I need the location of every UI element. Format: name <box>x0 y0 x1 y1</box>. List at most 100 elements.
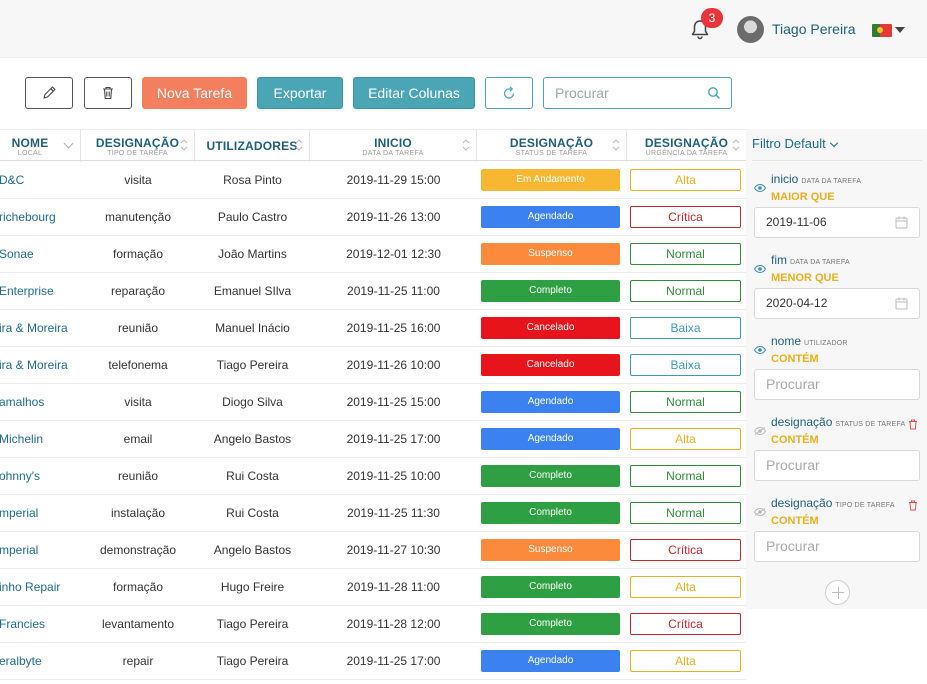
filter-search-input[interactable]: Procurar <box>754 450 920 481</box>
eye-icon[interactable] <box>754 346 766 354</box>
table-row[interactable]: Enterprise reparação Emanuel SIlva 2019-11-… <box>0 273 746 310</box>
cell-type: reunião <box>117 321 159 335</box>
search-icon[interactable] <box>707 86 721 100</box>
cell-user: Tiago Pereira <box>216 617 289 631</box>
cell-name[interactable]: Sonae <box>0 247 34 261</box>
urgency-badge: Alta <box>630 169 741 191</box>
filter-field-name: fim DATA DA TAREFA <box>771 253 850 267</box>
filter-preset-dropdown[interactable]: Filtro Default <box>752 136 838 151</box>
table-row[interactable]: Sonae formação João Martins 2019-12-01 12:3… <box>0 236 746 273</box>
eye-off-icon[interactable] <box>754 427 766 435</box>
refresh-button[interactable] <box>485 77 533 109</box>
cell-start: 2019-11-25 17:00 <box>346 432 441 446</box>
table-row[interactable]: eralbyte repair Tiago Pereira 2019-11-25 17… <box>0 643 746 680</box>
table-row[interactable]: Francies levantamento Tiago Pereira 2019-11… <box>0 606 746 643</box>
cell-name[interactable]: Enterprise <box>0 284 54 298</box>
cell-name[interactable]: mperial <box>0 506 39 520</box>
filter-operator[interactable]: MENOR QUE <box>771 272 839 284</box>
table-row[interactable]: mperial instalação Rui Costa 2019-11-25 11:… <box>0 495 746 532</box>
table-row[interactable]: richebourg manutenção Paulo Castro 2019-11-… <box>0 199 746 236</box>
cell-type: instalação <box>110 506 166 520</box>
cell-start: 2019-11-25 11:30 <box>347 506 440 520</box>
eye-icon[interactable] <box>754 184 766 192</box>
table-row[interactable]: ira & Moreira reunião Manuel Inácio 2019-11… <box>0 310 746 347</box>
cell-name[interactable]: Francies <box>0 617 46 631</box>
filter-field-name: nome UTILIZADOR <box>771 334 848 348</box>
cell-name[interactable]: ohnny's <box>0 469 40 483</box>
sort-icon[interactable] <box>180 138 188 152</box>
column-header-name[interactable]: NOME LOCAL <box>0 130 81 162</box>
cell-user: Rosa Pinto <box>223 173 282 187</box>
status-badge: Cancelado <box>481 317 620 339</box>
status-badge: Completo <box>481 280 620 302</box>
calendar-icon[interactable] <box>895 216 908 229</box>
chevron-down-icon[interactable] <box>895 27 905 33</box>
column-header-urgency[interactable]: DESIGNAÇÃO URGÊNCIA DA TAREFA <box>627 130 746 162</box>
cell-name[interactable]: D&C <box>0 173 25 187</box>
cell-start: 2019-12-01 12:30 <box>346 247 441 261</box>
urgency-badge: Crítica <box>630 613 741 635</box>
search-input[interactable] <box>544 78 694 108</box>
cell-type: reunião <box>117 469 159 483</box>
chevron-down-icon <box>829 138 838 148</box>
cell-type: telefonema <box>108 358 168 372</box>
edit-button[interactable] <box>25 77 73 109</box>
cell-type: formação <box>112 580 164 594</box>
avatar[interactable] <box>737 16 764 43</box>
status-badge: Agendado <box>481 206 620 228</box>
column-header-status[interactable]: DESIGNAÇÃO STATUS DE TAREFA <box>477 130 627 162</box>
urgency-badge: Normal <box>630 465 741 487</box>
filter-search-input[interactable]: Procurar <box>754 531 920 562</box>
cell-name[interactable]: inho Repair <box>0 580 61 594</box>
filter-date-input[interactable]: 2020-04-12 <box>754 288 920 319</box>
table-row[interactable]: Michelin email Angelo Bastos 2019-11-25 17:… <box>0 421 746 458</box>
edit-columns-button[interactable]: Editar Colunas <box>353 77 475 109</box>
table-row[interactable]: mperial demonstração Angelo Bastos 2019-11-… <box>0 532 746 569</box>
cell-name[interactable]: ira & Moreira <box>0 358 68 372</box>
column-header-start[interactable]: INICIO DATA DA TAREFA <box>310 130 477 162</box>
sort-icon[interactable] <box>295 138 303 152</box>
trash-icon <box>103 86 113 100</box>
status-badge: Agendado <box>481 391 620 413</box>
column-header-type[interactable]: DESIGNAÇÃO TIPO DE TAREFA <box>81 130 195 162</box>
filter-operator[interactable]: CONTÉM <box>771 434 819 446</box>
filter-operator[interactable]: CONTÉM <box>771 515 819 527</box>
filter-search-input[interactable]: Procurar <box>754 369 920 400</box>
user-name[interactable]: Tiago Pereira <box>772 21 856 37</box>
cell-name[interactable]: Michelin <box>0 432 44 446</box>
trash-icon[interactable] <box>908 419 918 430</box>
cell-user: Manuel Inácio <box>215 321 290 335</box>
cell-name[interactable]: eralbyte <box>0 654 42 668</box>
filter-operator[interactable]: MAIOR QUE <box>771 191 835 203</box>
sort-icon[interactable] <box>462 138 470 152</box>
table-row[interactable]: amalhos visita Diogo Silva 2019-11-25 15:00… <box>0 384 746 421</box>
urgency-badge: Normal <box>630 280 741 302</box>
sort-icon[interactable] <box>612 138 620 152</box>
cell-start: 2019-11-25 11:00 <box>347 284 440 298</box>
sort-icon[interactable] <box>732 138 740 152</box>
new-task-button[interactable]: Nova Tarefa <box>142 77 247 109</box>
add-filter-button[interactable] <box>825 580 850 605</box>
cell-name[interactable]: richebourg <box>0 210 56 224</box>
urgency-badge: Alta <box>630 428 741 450</box>
filter-date-input[interactable]: 2019-11-06 <box>754 207 920 238</box>
column-header-users[interactable]: UTILIZADORES <box>195 130 310 162</box>
cell-type: levantamento <box>101 617 175 631</box>
cell-name[interactable]: ira & Moreira <box>0 321 68 335</box>
filter-operator[interactable]: CONTÉM <box>771 353 819 365</box>
cell-start: 2019-11-26 10:00 <box>346 358 441 372</box>
cell-name[interactable]: amalhos <box>0 395 45 409</box>
table-row[interactable]: inho Repair formação Hugo Freire 2019-11-28… <box>0 569 746 606</box>
delete-button[interactable] <box>84 77 132 109</box>
trash-icon[interactable] <box>908 500 918 511</box>
table-row[interactable]: D&C visita Rosa Pinto 2019-11-29 15:00 Em An… <box>0 162 746 199</box>
portugal-flag-icon[interactable] <box>872 24 892 37</box>
cell-name[interactable]: mperial <box>0 543 39 557</box>
export-button[interactable]: Exportar <box>257 77 343 109</box>
eye-off-icon[interactable] <box>754 508 766 516</box>
eye-icon[interactable] <box>754 265 766 273</box>
calendar-icon[interactable] <box>895 297 908 310</box>
cell-user: Emanuel SIlva <box>213 284 292 298</box>
table-row[interactable]: ohnny's reunião Rui Costa 2019-11-25 10:00 C… <box>0 458 746 495</box>
table-row[interactable]: ira & Moreira telefonema Tiago Pereira 2019… <box>0 347 746 384</box>
